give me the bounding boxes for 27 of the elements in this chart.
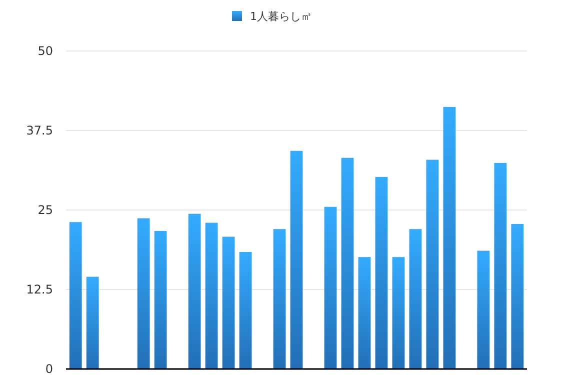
bar (239, 252, 252, 369)
bar (69, 222, 82, 369)
bar (341, 158, 354, 369)
bar (324, 206, 337, 369)
bar (358, 257, 371, 369)
y-tick-label: 12.5 (26, 282, 53, 297)
bar (137, 218, 150, 369)
y-tick-label: 25 (38, 203, 53, 218)
bar (426, 160, 439, 369)
bar (409, 229, 422, 369)
bar (222, 236, 235, 369)
bar (511, 224, 524, 369)
y-tick-label: 0 (45, 362, 53, 375)
bar (443, 106, 456, 369)
bar (494, 162, 507, 369)
y-tick-label: 37.5 (26, 124, 53, 138)
y-tick-label: 50 (38, 44, 53, 58)
bar (375, 176, 388, 369)
bar (86, 276, 99, 369)
bar (205, 222, 218, 369)
bar (273, 229, 286, 369)
legend-label: 1人暮らし㎡ (250, 10, 312, 23)
bar (188, 214, 201, 369)
bar (392, 257, 405, 369)
bar (477, 250, 490, 369)
bar (154, 230, 167, 369)
bar (290, 150, 303, 369)
